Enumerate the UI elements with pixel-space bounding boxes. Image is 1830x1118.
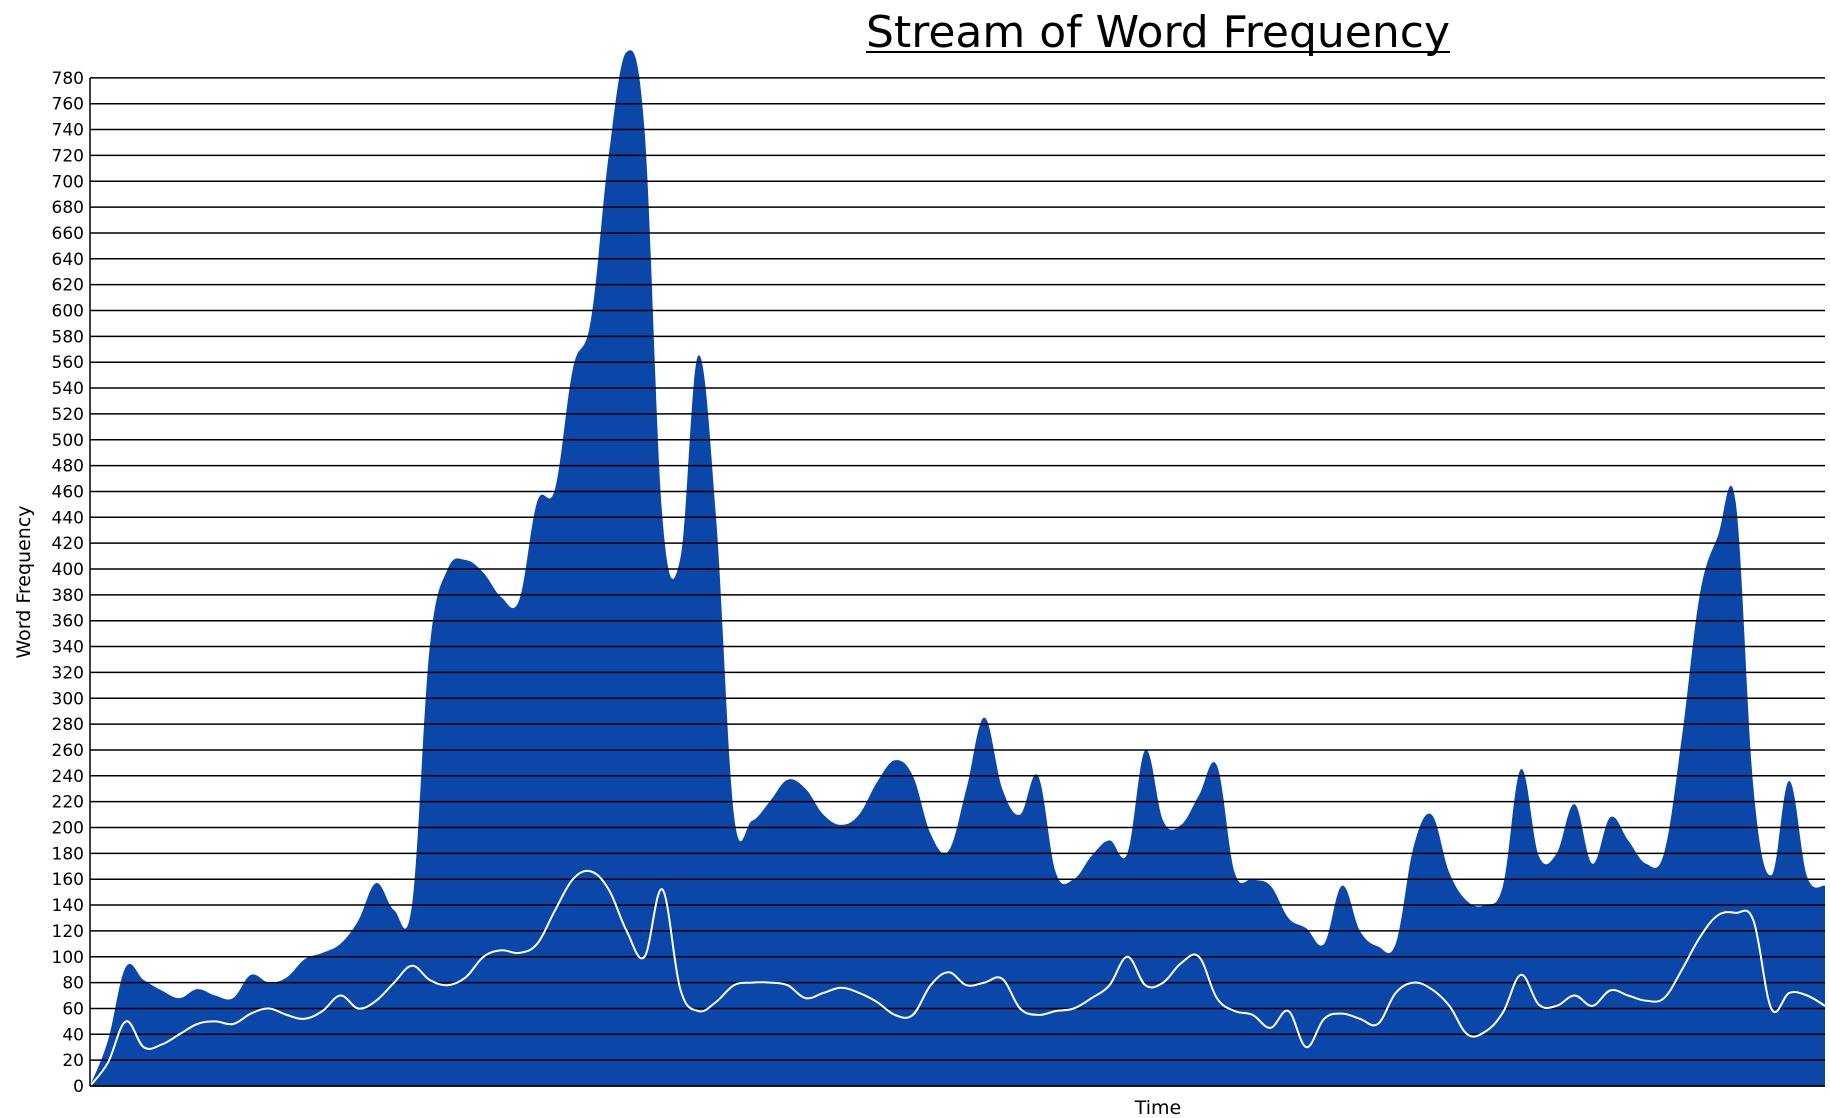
- y-tick-label: 80: [62, 974, 84, 994]
- y-tick-label: 220: [52, 793, 84, 813]
- y-tick-label: 160: [52, 870, 84, 890]
- y-tick-label: 0: [73, 1077, 84, 1097]
- chart-title: Stream of Word Frequency: [866, 7, 1450, 58]
- y-tick-label: 340: [52, 638, 84, 658]
- y-tick-label: 120: [52, 922, 84, 942]
- y-tick-label: 460: [52, 482, 84, 502]
- y-tick-label: 740: [52, 121, 84, 141]
- y-tick-label: 640: [52, 250, 84, 270]
- y-tick-label: 100: [52, 948, 84, 968]
- y-tick-label: 140: [52, 896, 84, 916]
- y-tick-label: 700: [52, 172, 84, 192]
- y-tick-label: 280: [52, 715, 84, 735]
- y-tick-label: 720: [52, 146, 84, 166]
- y-tick-label: 320: [52, 663, 84, 683]
- y-tick-label: 180: [52, 844, 84, 864]
- y-tick-label: 560: [52, 353, 84, 373]
- y-tick-labels: 0 20 40 60 80 100 120 140 160 180 200 220 240 260 280 3…: [52, 69, 84, 1097]
- y-tick-label: 620: [52, 276, 84, 296]
- y-tick-label: 500: [52, 431, 84, 451]
- y-tick-label: 660: [52, 224, 84, 244]
- y-tick-label: 420: [52, 534, 84, 554]
- y-tick-label: 20: [62, 1051, 84, 1071]
- y-tick-label: 580: [52, 327, 84, 347]
- line-layer: [89, 869, 1826, 1087]
- y-tick-label: 440: [52, 508, 84, 528]
- y-tick-label: 760: [52, 95, 84, 115]
- y-tick-label: 200: [52, 819, 84, 839]
- y-tick-label: 40: [62, 1025, 84, 1045]
- y-tick-label: 260: [52, 741, 84, 761]
- y-tick-label: 240: [52, 767, 84, 787]
- gridlines: [90, 77, 1825, 1087]
- y-axis-label: Word Frequency: [13, 505, 35, 658]
- y-tick-label: 380: [52, 586, 84, 606]
- y-tick-label: 680: [52, 198, 84, 218]
- y-tick-label: 60: [62, 999, 84, 1019]
- y-tick-label: 400: [52, 560, 84, 580]
- y-tick-label: 520: [52, 405, 84, 425]
- y-tick-label: 600: [52, 302, 84, 322]
- line-series-1: [89, 869, 1826, 1087]
- y-tick-label: 540: [52, 379, 84, 399]
- y-tick-label: 360: [52, 612, 84, 632]
- y-tick-label: 780: [52, 69, 84, 89]
- y-tick-label: 300: [52, 689, 84, 709]
- x-axis-label: Time: [1134, 1097, 1182, 1118]
- y-tick-label: 480: [52, 457, 84, 477]
